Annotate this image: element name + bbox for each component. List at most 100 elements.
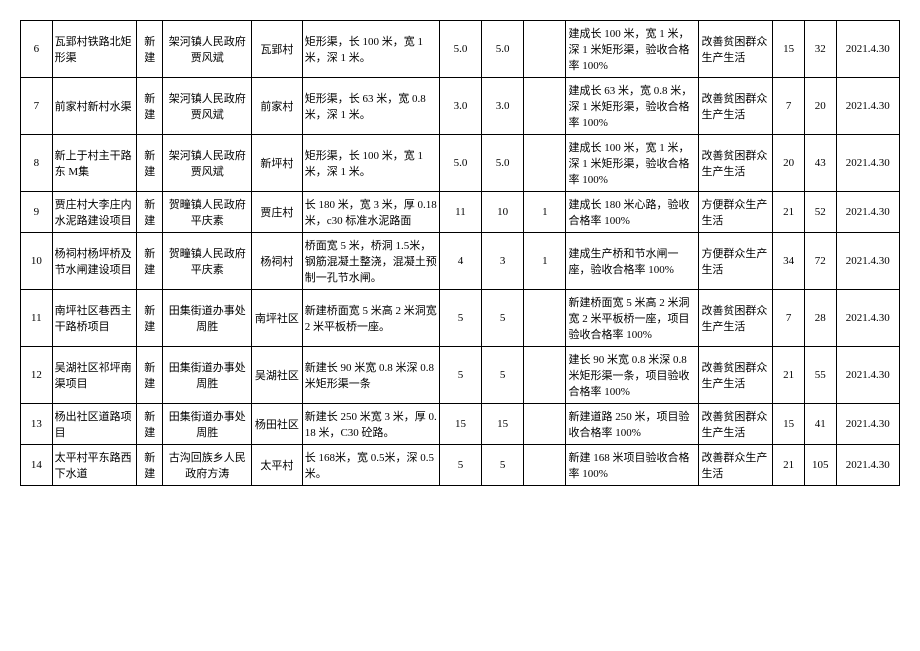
cell-num3 <box>524 290 566 347</box>
cell-result: 新建 168 米项目验收合格率 100% <box>566 445 699 486</box>
cell-idx: 6 <box>21 21 53 78</box>
cell-num2: 10 <box>482 192 524 233</box>
cell-name: 前家村新村水渠 <box>52 78 136 135</box>
cell-effect: 改善贫困群众生产生活 <box>699 347 773 404</box>
cell-result: 新建道路 250 米，项目验收合格率 100% <box>566 404 699 445</box>
cell-loc: 贾庄村 <box>252 192 303 233</box>
cell-num2: 3.0 <box>482 78 524 135</box>
cell-idx: 11 <box>21 290 53 347</box>
cell-result: 建成长 100 米，宽 1 米，深 1 米矩形渠，验收合格率 100% <box>566 135 699 192</box>
cell-num3 <box>524 347 566 404</box>
cell-idx: 9 <box>21 192 53 233</box>
cell-loc: 杨祠村 <box>252 233 303 290</box>
cell-type: 新建 <box>137 233 163 290</box>
cell-n2: 43 <box>804 135 836 192</box>
table-row: 14太平村平东路西下水道新建古沟回族乡人民政府方涛太平村长 168米，宽 0.5… <box>21 445 900 486</box>
cell-name: 杨祠村杨坪桥及节水闸建设项目 <box>52 233 136 290</box>
cell-spec: 长 180 米，宽 3 米，厚 0.18 米，c30 标准水泥路面 <box>302 192 439 233</box>
cell-n2: 72 <box>804 233 836 290</box>
cell-date: 2021.4.30 <box>836 290 899 347</box>
cell-dept: 田集街道办事处周胜 <box>163 347 252 404</box>
cell-dept: 架河镇人民政府贾风斌 <box>163 21 252 78</box>
cell-idx: 7 <box>21 78 53 135</box>
cell-type: 新建 <box>137 78 163 135</box>
cell-type: 新建 <box>137 192 163 233</box>
cell-result: 建成长 100 米，宽 1 米，深 1 米矩形渠，验收合格率 100% <box>566 21 699 78</box>
cell-result: 建成生产桥和节水闸一座，验收合格率 100% <box>566 233 699 290</box>
cell-n1: 20 <box>773 135 805 192</box>
cell-n2: 55 <box>804 347 836 404</box>
cell-num1: 11 <box>439 192 481 233</box>
cell-num1: 5 <box>439 445 481 486</box>
cell-name: 瓦郢村铁路北矩形渠 <box>52 21 136 78</box>
cell-num2: 5 <box>482 290 524 347</box>
cell-dept: 田集街道办事处周胜 <box>163 404 252 445</box>
cell-date: 2021.4.30 <box>836 445 899 486</box>
cell-num3 <box>524 404 566 445</box>
cell-spec: 矩形渠，长 100 米，宽 1米，深 1 米。 <box>302 135 439 192</box>
cell-loc: 杨田社区 <box>252 404 303 445</box>
cell-n2: 52 <box>804 192 836 233</box>
cell-dept: 贺疃镇人民政府平庆素 <box>163 192 252 233</box>
cell-num2: 5 <box>482 347 524 404</box>
cell-n2: 32 <box>804 21 836 78</box>
cell-n1: 21 <box>773 347 805 404</box>
project-table: 6瓦郢村铁路北矩形渠新建架河镇人民政府贾风斌瓦郢村矩形渠，长 100 米，宽 1… <box>20 20 900 486</box>
table-row: 6瓦郢村铁路北矩形渠新建架河镇人民政府贾风斌瓦郢村矩形渠，长 100 米，宽 1… <box>21 21 900 78</box>
table-body: 6瓦郢村铁路北矩形渠新建架河镇人民政府贾风斌瓦郢村矩形渠，长 100 米，宽 1… <box>21 21 900 486</box>
cell-num1: 5 <box>439 290 481 347</box>
cell-num3 <box>524 135 566 192</box>
cell-num3 <box>524 445 566 486</box>
cell-num2: 5.0 <box>482 135 524 192</box>
cell-type: 新建 <box>137 347 163 404</box>
cell-n1: 7 <box>773 290 805 347</box>
cell-num1: 4 <box>439 233 481 290</box>
cell-idx: 14 <box>21 445 53 486</box>
table-row: 10杨祠村杨坪桥及节水闸建设项目新建贺疃镇人民政府平庆素杨祠村桥面宽 5 米，桥… <box>21 233 900 290</box>
cell-loc: 前家村 <box>252 78 303 135</box>
cell-n2: 20 <box>804 78 836 135</box>
cell-date: 2021.4.30 <box>836 78 899 135</box>
table-row: 13杨出社区道路项目新建田集街道办事处周胜杨田社区新建长 250 米宽 3 米，… <box>21 404 900 445</box>
cell-type: 新建 <box>137 21 163 78</box>
cell-num3 <box>524 21 566 78</box>
cell-type: 新建 <box>137 445 163 486</box>
cell-num2: 5 <box>482 445 524 486</box>
cell-effect: 改善贫困群众生产生活 <box>699 78 773 135</box>
cell-num1: 5.0 <box>439 135 481 192</box>
table-row: 8新上于村主干路东 M集新建架河镇人民政府贾风斌新坪村矩形渠，长 100 米，宽… <box>21 135 900 192</box>
cell-type: 新建 <box>137 135 163 192</box>
cell-dept: 架河镇人民政府贾风斌 <box>163 135 252 192</box>
cell-num3 <box>524 78 566 135</box>
cell-num3: 1 <box>524 192 566 233</box>
cell-num2: 3 <box>482 233 524 290</box>
cell-spec: 新建桥面宽 5 米高 2 米洞宽 2 米平板桥一座。 <box>302 290 439 347</box>
cell-type: 新建 <box>137 290 163 347</box>
cell-date: 2021.4.30 <box>836 233 899 290</box>
cell-spec: 新建长 90 米宽 0.8 米深 0.8 米矩形渠一条 <box>302 347 439 404</box>
cell-n2: 28 <box>804 290 836 347</box>
cell-num1: 5.0 <box>439 21 481 78</box>
table-row: 9贾庄村大李庄内水泥路建设项目新建贺疃镇人民政府平庆素贾庄村长 180 米，宽 … <box>21 192 900 233</box>
cell-idx: 10 <box>21 233 53 290</box>
cell-num1: 15 <box>439 404 481 445</box>
cell-result: 建成长 63 米，宽 0.8 米，深 1 米矩形渠，验收合格率 100% <box>566 78 699 135</box>
cell-effect: 改善贫困群众生产生活 <box>699 21 773 78</box>
cell-type: 新建 <box>137 404 163 445</box>
cell-n2: 41 <box>804 404 836 445</box>
cell-name: 贾庄村大李庄内水泥路建设项目 <box>52 192 136 233</box>
cell-spec: 矩形渠，长 63 米，宽 0.8 米，深 1 米。 <box>302 78 439 135</box>
cell-result: 建成长 180 米心路，验收合格率 100% <box>566 192 699 233</box>
cell-num2: 5.0 <box>482 21 524 78</box>
cell-dept: 贺疃镇人民政府平庆素 <box>163 233 252 290</box>
cell-num3: 1 <box>524 233 566 290</box>
cell-num1: 3.0 <box>439 78 481 135</box>
cell-dept: 田集街道办事处周胜 <box>163 290 252 347</box>
cell-n1: 15 <box>773 21 805 78</box>
cell-loc: 新坪村 <box>252 135 303 192</box>
table-row: 11南坪社区巷西主干路桥项目新建田集街道办事处周胜南坪社区新建桥面宽 5 米高 … <box>21 290 900 347</box>
cell-loc: 吴湖社区 <box>252 347 303 404</box>
cell-effect: 改善群众生产生活 <box>699 445 773 486</box>
cell-num1: 5 <box>439 347 481 404</box>
cell-spec: 桥面宽 5 米，桥洞 1.5米，钢筋混凝土整浇，混凝土预制一孔节水闸。 <box>302 233 439 290</box>
